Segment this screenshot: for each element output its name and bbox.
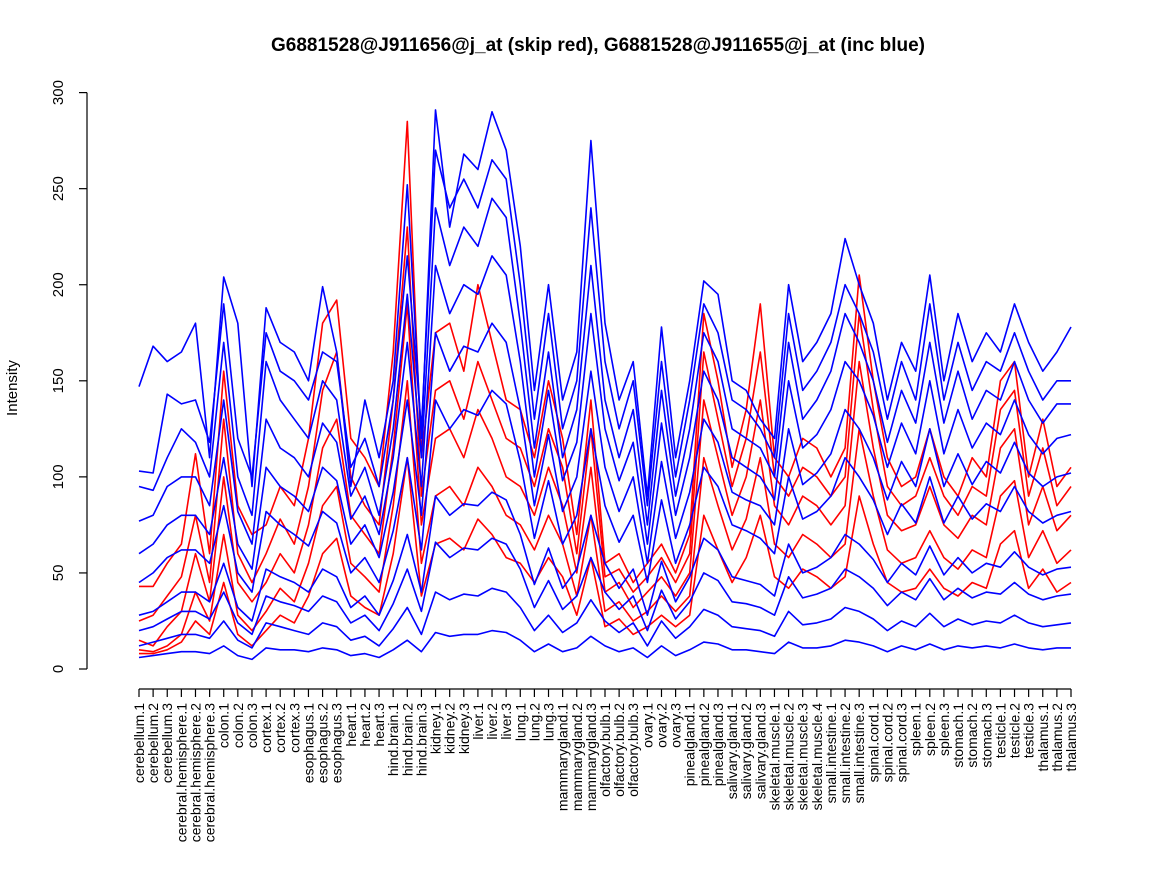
x-tick-label: cerebral.hemisphere.3 [202, 703, 218, 843]
x-tick-label: skeletal.muscle.1 [766, 703, 782, 811]
series-line-11 [138, 389, 1072, 593]
y-axis: 0 50 100 150 200 250 300 [50, 80, 88, 673]
series-line-12 [138, 491, 1072, 622]
x-tick-label: ovary.1 [639, 703, 655, 748]
series-layer [138, 109, 1072, 661]
x-tick-label: cortex.1 [258, 703, 274, 753]
x-tick-label: skeletal.muscle.4 [809, 703, 825, 811]
chart-title: G6881528@J911656@j_at (skip red), G68815… [271, 35, 925, 56]
x-tick-label: thalamus.1 [1035, 703, 1051, 772]
x-tick-label: colon.1 [216, 703, 232, 748]
x-tick-label: pinealgland.3 [710, 703, 726, 787]
series-line-9 [138, 255, 1072, 545]
x-tick-label: colon.3 [244, 703, 260, 748]
x-tick-label: kidney.1 [428, 703, 444, 754]
x-tick-label: pinealgland.1 [682, 703, 698, 787]
x-tick-label: spinal.cord.3 [894, 703, 910, 783]
series-line-10 [138, 322, 1072, 570]
x-tick-label: cerebellum.1 [131, 703, 147, 783]
series-line-14 [138, 587, 1072, 649]
x-tick-label: spinal.cord.2 [879, 703, 895, 783]
x-tick-label: lung.1 [512, 703, 528, 741]
y-tick-label: 150 [50, 368, 67, 393]
y-tick-label: 250 [50, 176, 67, 201]
x-tick-label: cortex.3 [286, 703, 302, 753]
x-tick-label: spleen.3 [936, 703, 952, 756]
x-tick-label: hind.brain.2 [399, 703, 415, 776]
x-tick-label: cerebral.hemisphere.1 [173, 703, 189, 843]
x-tick-label: cortex.2 [272, 703, 288, 753]
y-tick-label: 200 [50, 272, 67, 297]
x-tick-label: esophagus.3 [329, 703, 345, 783]
series-line-7 [138, 149, 1071, 507]
x-tick-label: mammarygland.3 [583, 703, 599, 811]
x-tick-label: olfactory.bulb.1 [597, 703, 613, 797]
x-tick-label: liver.3 [498, 703, 514, 740]
x-tick-label: salivary.gland.3 [752, 703, 768, 799]
x-tick-label: ovary.2 [653, 703, 669, 748]
series-line-15 [138, 629, 1071, 661]
series-line-6 [138, 109, 1072, 497]
x-tick-label: olfactory.bulb.3 [625, 703, 641, 797]
series-line-2 [138, 226, 1072, 622]
y-tick-label: 50 [50, 565, 67, 582]
x-tick-label: cerebellum.3 [159, 703, 175, 783]
x-tick-label: salivary.gland.2 [738, 703, 754, 799]
x-tick-label: olfactory.bulb.2 [611, 703, 627, 797]
x-tick-label: stomach.2 [964, 703, 980, 768]
series-line-4 [138, 379, 1072, 653]
x-tick-label: ovary.3 [668, 703, 684, 748]
x-tick-label: pinealgland.2 [696, 703, 712, 787]
x-tick-label: salivary.gland.1 [724, 703, 740, 799]
x-tick-label: small.intestine.1 [823, 703, 839, 804]
x-tick-label: thalamus.3 [1063, 703, 1079, 772]
x-tick-label: mammarygland.2 [569, 703, 585, 811]
x-tick-label: stomach.3 [978, 703, 994, 768]
x-tick-label: testicle.1 [992, 703, 1008, 758]
x-tick-label: spleen.1 [908, 703, 924, 756]
x-tick-label: spinal.cord.1 [865, 703, 881, 783]
x-tick-label: liver.1 [470, 703, 486, 740]
x-tick-label: esophagus.1 [300, 703, 316, 783]
x-tick-label: hind.brain.3 [413, 703, 429, 776]
y-tick-label: 300 [50, 80, 67, 105]
x-tick-label: colon.2 [230, 703, 246, 748]
x-tick-label: thalamus.2 [1049, 703, 1065, 772]
x-tick-label: spleen.2 [922, 703, 938, 756]
x-axis: cerebellum.1cerebellum.2cerebellum.3cere… [131, 688, 1079, 843]
x-tick-label: cerebellum.2 [145, 703, 161, 783]
x-tick-label: lung.2 [526, 703, 542, 741]
x-tick-label: skeletal.muscle.2 [781, 703, 797, 811]
series-line-8 [138, 197, 1071, 526]
x-tick-label: testicle.2 [1007, 703, 1023, 758]
x-tick-label: heart.1 [343, 703, 359, 747]
series-line-13 [138, 537, 1072, 636]
x-tick-label: heart.2 [357, 703, 373, 747]
x-tick-label: small.intestine.3 [851, 703, 867, 804]
x-tick-label: kidney.3 [456, 703, 472, 754]
x-tick-label: testicle.3 [1021, 703, 1037, 758]
x-tick-label: liver.2 [484, 703, 500, 740]
x-tick-label: cerebral.hemisphere.2 [187, 703, 203, 843]
y-axis-label: Intensity [4, 360, 21, 416]
x-tick-label: small.intestine.2 [837, 703, 853, 804]
x-tick-label: skeletal.muscle.3 [795, 703, 811, 811]
x-tick-label: mammarygland.1 [555, 703, 571, 811]
x-tick-label: heart.3 [371, 703, 387, 747]
x-tick-label: lung.3 [541, 703, 557, 741]
x-tick-label: stomach.1 [950, 703, 966, 768]
y-tick-label: 0 [50, 665, 67, 673]
x-tick-label: hind.brain.1 [385, 703, 401, 776]
x-tick-label: esophagus.2 [315, 703, 331, 783]
y-tick-label: 100 [50, 464, 67, 489]
x-tick-label: kidney.2 [442, 703, 458, 754]
series-line-5 [139, 456, 1072, 655]
